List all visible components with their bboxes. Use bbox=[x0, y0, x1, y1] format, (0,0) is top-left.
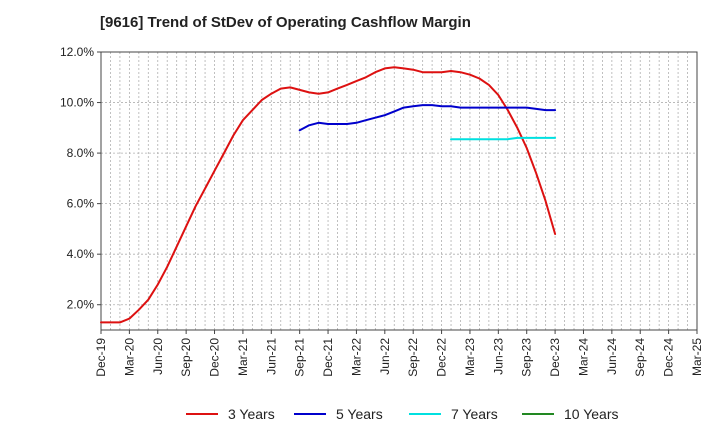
x-tick-label: Mar-21 bbox=[236, 338, 250, 376]
x-tick-label: Dec-20 bbox=[208, 338, 222, 377]
x-tick-label: Jun-23 bbox=[491, 338, 505, 375]
x-tick-label: Jun-24 bbox=[605, 338, 619, 375]
legend-label-10-years: 10 Years bbox=[564, 406, 619, 422]
x-tick-label: Dec-24 bbox=[662, 338, 676, 377]
y-axis: 2.0% 4.0% 6.0% 8.0% 10.0% 12.0% bbox=[60, 45, 101, 312]
x-tick-label: Sep-24 bbox=[633, 338, 647, 377]
x-tick-label: Jun-20 bbox=[151, 338, 165, 375]
y-tick-label: 4.0% bbox=[67, 247, 95, 261]
x-tick-label: Mar-25 bbox=[690, 338, 704, 376]
legend-item-10-years: 10 Years bbox=[522, 406, 619, 422]
series-line-7-years bbox=[450, 136, 557, 141]
x-tick-label: Dec-23 bbox=[548, 338, 562, 377]
legend: 3 Years 5 Years 7 Years 10 Years bbox=[0, 406, 720, 426]
plot-area bbox=[100, 51, 698, 331]
x-tick-label: Jun-22 bbox=[378, 338, 392, 375]
legend-item-5-years: 5 Years bbox=[294, 406, 383, 422]
y-tick-label: 10.0% bbox=[60, 96, 94, 110]
x-tick-label: Mar-24 bbox=[576, 338, 590, 376]
series-line-3-years bbox=[100, 66, 557, 324]
legend-label-3-years: 3 Years bbox=[228, 406, 275, 422]
series-line-5-years bbox=[298, 104, 557, 132]
legend-label-7-years: 7 Years bbox=[451, 406, 498, 422]
x-tick-label: Sep-22 bbox=[406, 338, 420, 377]
series-lines bbox=[100, 66, 557, 324]
legend-swatch-10-years bbox=[522, 413, 554, 415]
legend-swatch-7-years bbox=[409, 413, 441, 415]
legend-swatch-3-years bbox=[186, 413, 218, 415]
legend-label-5-years: 5 Years bbox=[336, 406, 383, 422]
x-tick-label: Sep-21 bbox=[293, 338, 307, 377]
y-tick-label: 2.0% bbox=[67, 298, 95, 312]
legend-item-7-years: 7 Years bbox=[409, 406, 498, 422]
chart-title: [9616] Trend of StDev of Operating Cashf… bbox=[100, 14, 471, 31]
x-tick-label: Dec-19 bbox=[94, 338, 108, 377]
x-tick-label: Sep-23 bbox=[520, 338, 534, 377]
y-tick-label: 6.0% bbox=[67, 197, 95, 211]
legend-item-3-years: 3 Years bbox=[186, 406, 275, 422]
x-tick-label: Mar-22 bbox=[349, 338, 363, 376]
x-tick-label: Mar-23 bbox=[463, 338, 477, 376]
legend-swatch-5-years bbox=[294, 413, 326, 415]
x-tick-label: Sep-20 bbox=[179, 338, 193, 377]
x-tick-label: Mar-20 bbox=[122, 338, 136, 376]
x-axis: Dec-19 Mar-20 Jun-20 Sep-20 Dec-20 Mar-21 Jun-… bbox=[94, 330, 704, 377]
x-tick-label: Dec-22 bbox=[435, 338, 449, 377]
x-tick-label: Dec-21 bbox=[321, 338, 335, 377]
grid bbox=[100, 51, 698, 330]
y-tick-label: 12.0% bbox=[60, 45, 94, 59]
y-tick-label: 8.0% bbox=[67, 146, 95, 160]
x-tick-label: Jun-21 bbox=[264, 338, 278, 375]
